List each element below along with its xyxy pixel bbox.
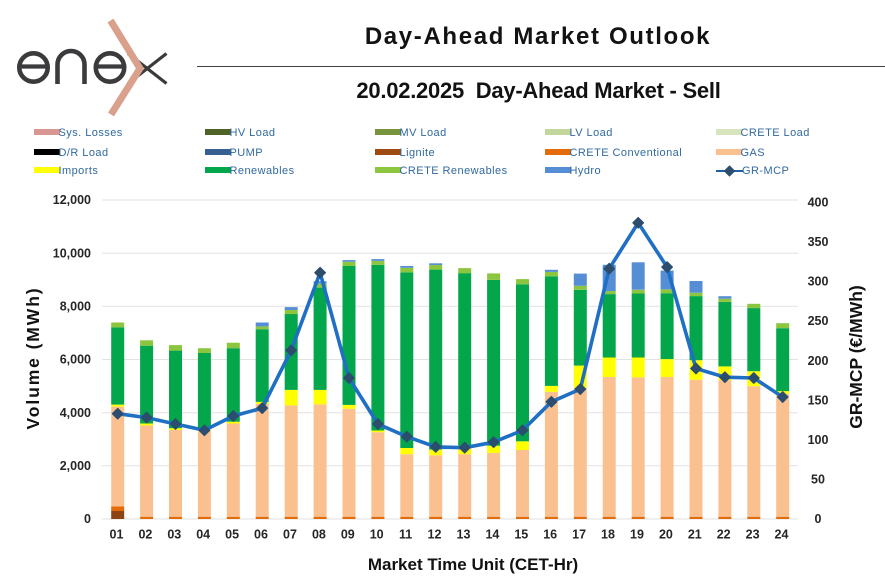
svg-text:2,000: 2,000 — [60, 459, 91, 473]
svg-text:8,000: 8,000 — [60, 300, 91, 314]
svg-text:350: 350 — [808, 235, 829, 249]
svg-text:17: 17 — [572, 528, 586, 542]
svg-text:12,000: 12,000 — [53, 193, 91, 207]
svg-text:6,000: 6,000 — [60, 353, 91, 367]
svg-text:250: 250 — [808, 314, 829, 328]
svg-text:10: 10 — [370, 528, 384, 542]
svg-text:07: 07 — [283, 528, 297, 542]
svg-text:23: 23 — [746, 528, 760, 542]
svg-text:18: 18 — [601, 528, 615, 542]
svg-text:300: 300 — [808, 275, 829, 289]
svg-text:0: 0 — [815, 512, 822, 526]
svg-text:21: 21 — [688, 528, 702, 542]
svg-text:100: 100 — [808, 433, 829, 447]
svg-text:06: 06 — [254, 528, 268, 542]
svg-text:GR-MCP (€/MWh): GR-MCP (€/MWh) — [846, 285, 866, 429]
svg-text:05: 05 — [225, 528, 239, 542]
svg-text:08: 08 — [312, 528, 326, 542]
svg-text:15: 15 — [514, 528, 528, 542]
svg-text:16: 16 — [543, 528, 557, 542]
svg-text:13: 13 — [457, 528, 471, 542]
svg-text:11: 11 — [399, 528, 412, 542]
svg-text:09: 09 — [341, 528, 355, 542]
svg-text:4,000: 4,000 — [60, 406, 91, 420]
svg-text:02: 02 — [138, 528, 152, 542]
svg-text:0: 0 — [84, 512, 91, 526]
svg-text:12: 12 — [428, 528, 442, 542]
svg-text:50: 50 — [811, 473, 825, 487]
svg-text:01: 01 — [110, 528, 124, 542]
svg-text:14: 14 — [485, 528, 499, 542]
svg-text:03: 03 — [167, 528, 181, 542]
svg-text:20: 20 — [659, 528, 673, 542]
svg-text:Volume (MWh): Volume (MWh) — [23, 286, 43, 429]
svg-text:19: 19 — [630, 528, 644, 542]
svg-text:200: 200 — [808, 354, 829, 368]
svg-text:Market Time Unit (CET-Hr): Market Time Unit (CET-Hr) — [368, 555, 578, 574]
svg-text:04: 04 — [196, 528, 210, 542]
svg-text:22: 22 — [717, 528, 731, 542]
svg-text:400: 400 — [808, 195, 829, 209]
svg-text:24: 24 — [775, 528, 789, 542]
svg-text:150: 150 — [808, 393, 829, 407]
svg-text:10,000: 10,000 — [53, 246, 91, 260]
